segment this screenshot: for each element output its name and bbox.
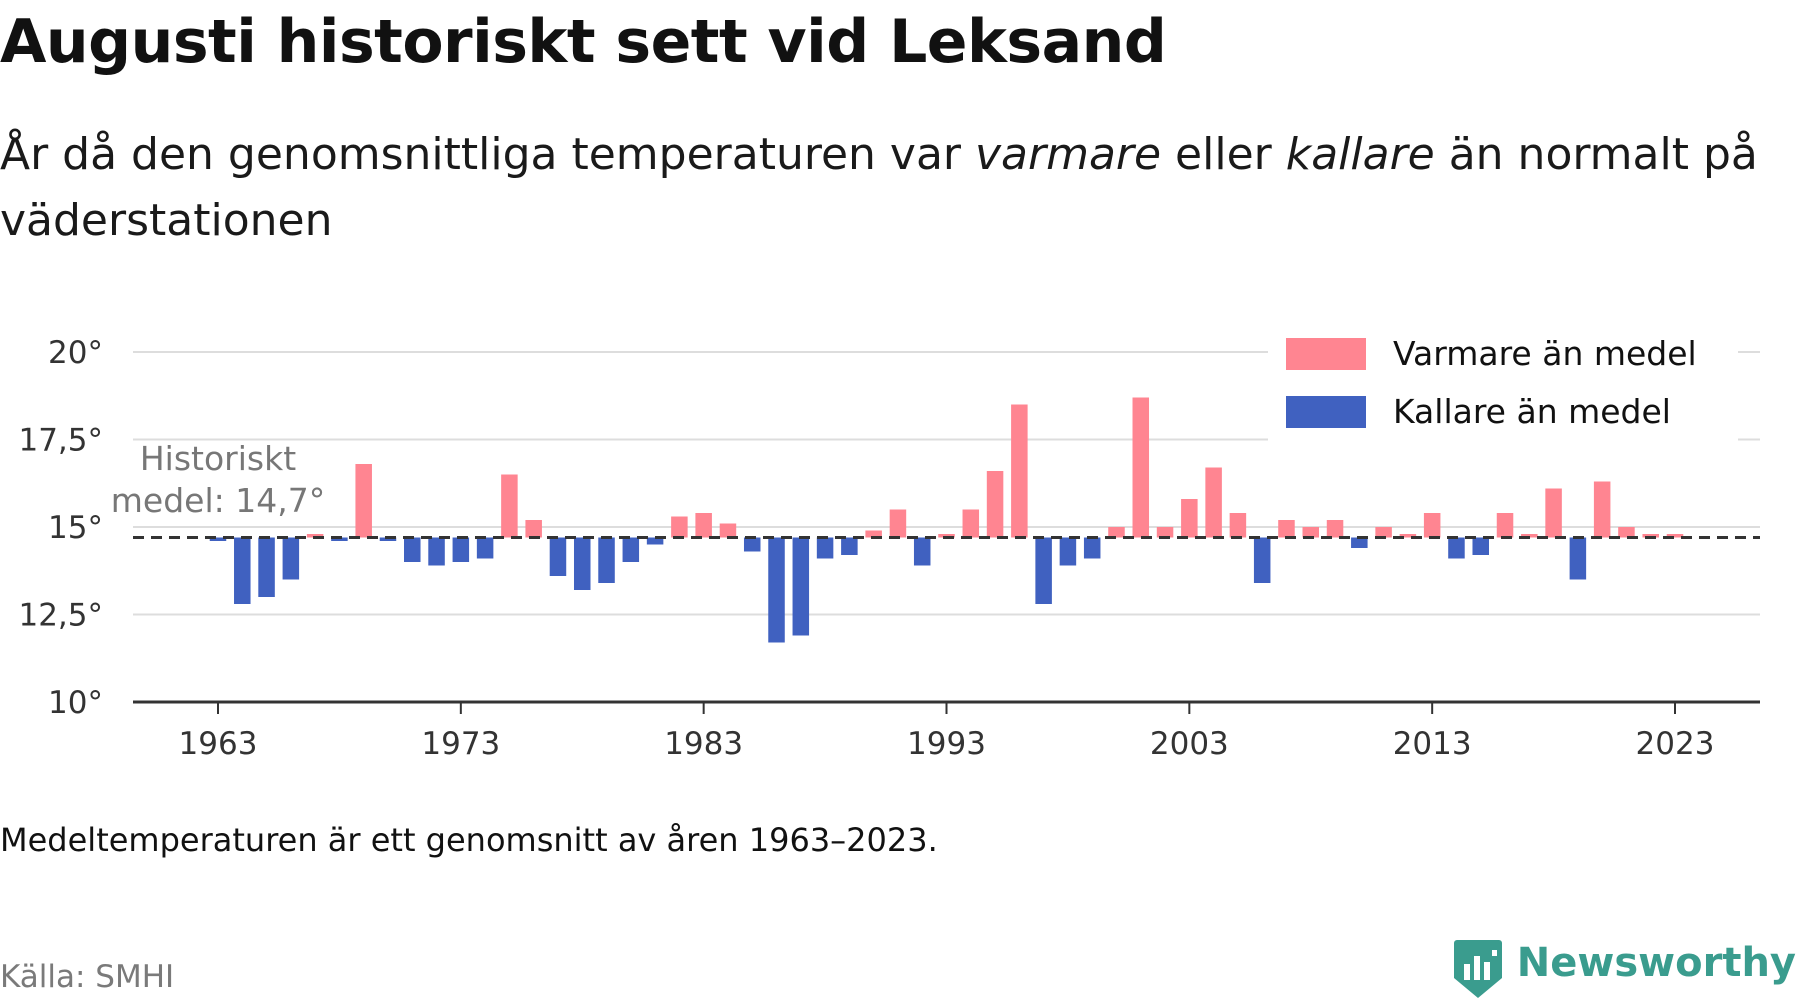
bar-colder (598, 537, 615, 583)
legend-swatch-colder (1286, 396, 1366, 428)
legend-label-warmer: Varmare än medel (1393, 334, 1697, 373)
x-tick-label: 2023 (1636, 726, 1715, 762)
bar-warmer (1521, 534, 1538, 538)
bar-colder (404, 537, 421, 562)
chart-title: Augusti historiskt sett vid Leksand (0, 7, 1167, 77)
bar-warmer (1108, 527, 1125, 538)
y-tick-label: 20° (48, 335, 103, 371)
bar-warmer (1496, 513, 1514, 538)
newsworthy-logo-icon (1453, 940, 1502, 998)
bar-warmer (1618, 527, 1635, 538)
bar-warmer (1181, 499, 1198, 538)
bar-colder (379, 537, 397, 541)
bar-colder (743, 537, 761, 552)
bars (209, 397, 1684, 643)
subtitle-text-2: eller (1161, 129, 1286, 180)
legend-swatch-warmer (1286, 338, 1366, 370)
baseline-label-line-1: Historiskt (140, 439, 296, 478)
bar-warmer (1593, 481, 1611, 538)
brand-name: Newsworthy (1516, 940, 1796, 986)
bar-warmer (865, 530, 882, 538)
x-tick-label: 2003 (1150, 726, 1229, 762)
bar-colder (282, 537, 300, 580)
bar-colder (1059, 537, 1077, 566)
bar-colder (841, 537, 858, 555)
bar-warmer (1375, 527, 1392, 538)
bar-colder (768, 537, 785, 643)
bar-warmer (501, 474, 518, 538)
bar-warmer (1399, 534, 1417, 538)
subtitle-text-1: År då den genomsnittliga temperaturen va… (0, 129, 975, 180)
bar-colder (622, 537, 640, 562)
bar-colder (1472, 537, 1489, 555)
bar-colder (1035, 537, 1052, 604)
bar-warmer (695, 513, 712, 538)
y-tick-label: 17,5° (18, 423, 103, 459)
bar-warmer (719, 523, 737, 538)
bar-warmer (1011, 404, 1028, 538)
bar-colder (549, 537, 567, 576)
bar-warmer (1642, 534, 1659, 538)
bar-warmer (1326, 520, 1344, 538)
bar-colder (476, 537, 494, 559)
source-credit: Källa: SMHI (0, 959, 175, 995)
bar-warmer (306, 534, 324, 538)
bar-warmer (1666, 534, 1684, 538)
bar-colder (1253, 537, 1271, 583)
bar-colder (1448, 537, 1465, 559)
bar-colder (913, 537, 931, 566)
chart-container: Historiskt medel: 14,7° 10° 12,5° 15° 17,5° 2… (0, 300, 1800, 780)
bar-colder (816, 537, 834, 559)
bar-colder (331, 537, 348, 541)
bar-warmer (938, 534, 955, 538)
bar-colder (452, 537, 470, 562)
bar-warmer (1156, 527, 1174, 538)
bar-colder (428, 537, 445, 566)
chart-note: Medeltemperaturen är ett genomsnitt av å… (0, 821, 938, 859)
bar-colder (792, 537, 810, 636)
x-tick-label: 1983 (664, 726, 743, 762)
subtitle-emphasis-colder: kallare (1285, 129, 1435, 180)
bar-warmer (1278, 520, 1295, 538)
bar-colder (646, 537, 664, 545)
y-tick-label: 10° (48, 685, 103, 721)
x-tick-label: 1963 (179, 726, 258, 762)
bar-colder (1569, 537, 1587, 580)
bar-warmer (525, 520, 542, 538)
legend: Varmare än medel Kallare än medel (1268, 330, 1738, 444)
bar-colder (1351, 537, 1368, 548)
chart-subtitle: År då den genomsnittliga temperaturen va… (0, 122, 1760, 254)
x-tick-label: 1973 (421, 726, 500, 762)
axes: 10° 12,5° 15° 17,5° 20° 1963 1973 1983 1993 2003 2… (18, 335, 1760, 762)
x-tick-label: 2013 (1393, 726, 1472, 762)
bar-warmer (1545, 488, 1562, 538)
bar-colder (258, 537, 275, 597)
bar-colder (1083, 537, 1101, 559)
bar-warmer (1132, 397, 1150, 538)
bar-colder (234, 537, 251, 604)
bar-colder (573, 537, 591, 590)
bar-warmer (1423, 513, 1441, 538)
subtitle-text-3: än normalt på väderstationen (0, 129, 1758, 246)
x-tick-label: 1993 (907, 726, 986, 762)
y-tick-label: 15° (48, 510, 103, 546)
bar-warmer (1302, 527, 1320, 538)
bar-warmer (1229, 513, 1247, 538)
bar-warmer (671, 516, 688, 538)
bar-warmer (962, 509, 980, 538)
bar-warmer (1205, 467, 1222, 538)
bar-warmer (986, 471, 1004, 538)
subtitle-emphasis-warmer: varmare (974, 129, 1162, 180)
bar-colder (209, 537, 227, 541)
bar-warmer (889, 509, 907, 538)
y-tick-label: 12,5° (18, 598, 103, 634)
brand-logo: Newsworthy (1453, 938, 1796, 1000)
legend-label-colder: Kallare än medel (1393, 392, 1671, 431)
baseline-label-line-2: medel: 14,7° (111, 481, 325, 520)
bar-warmer (355, 464, 372, 538)
